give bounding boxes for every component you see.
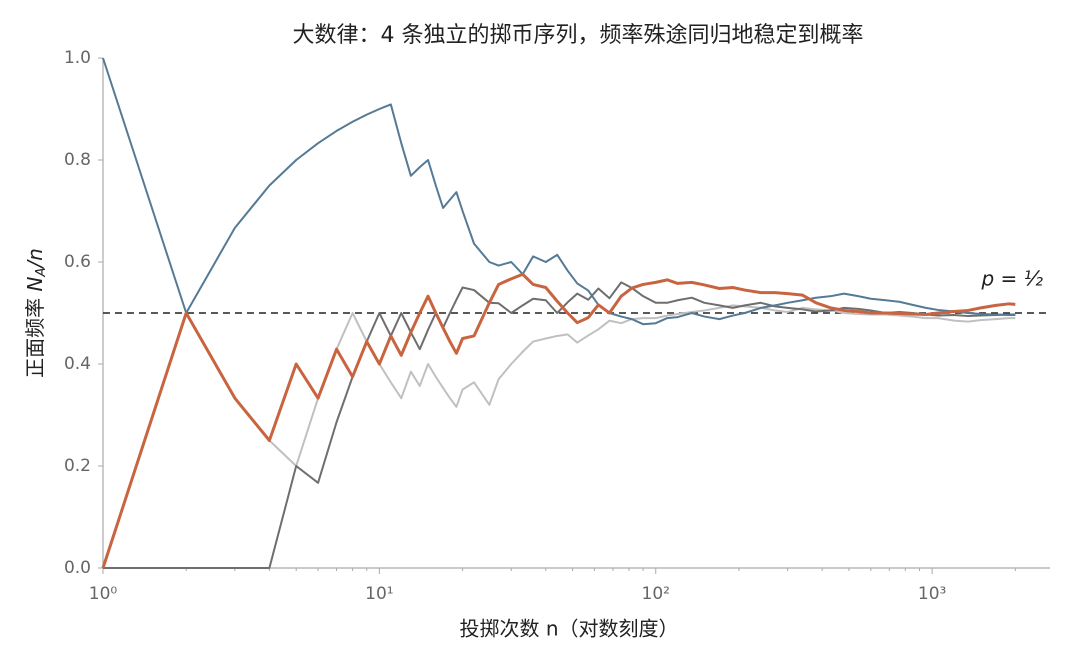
reference-label: p = ½ bbox=[980, 267, 1043, 291]
y-tick-label: 1.0 bbox=[64, 48, 91, 68]
chart-title: 大数律：4 条独立的掷币序列，频率殊途同归地稳定到概率 bbox=[293, 23, 864, 48]
y-tick-label: 0.8 bbox=[64, 150, 91, 170]
x-tick-label: 10¹ bbox=[365, 584, 393, 604]
y-label-sub: A bbox=[34, 268, 49, 278]
series-line bbox=[103, 281, 1016, 569]
series-line bbox=[102, 57, 1016, 326]
y-label-var: N bbox=[23, 276, 47, 291]
y-tick-label: 0.2 bbox=[64, 456, 91, 476]
series-line bbox=[101, 272, 1016, 569]
x-tick-label: 10³ bbox=[918, 584, 946, 604]
y-label-rest: /n bbox=[23, 248, 47, 269]
x-tick-label: 10⁰ bbox=[89, 584, 118, 604]
x-tick-label: 10² bbox=[642, 584, 670, 604]
y-axis-label: 正面频率 NA/n bbox=[23, 248, 49, 378]
y-label-text: 正面频率 bbox=[23, 291, 47, 377]
y-tick-label: 0.4 bbox=[64, 354, 91, 374]
y-tick-label: 0.6 bbox=[64, 252, 91, 272]
x-axis-label: 投掷次数 n（对数刻度） bbox=[459, 617, 678, 641]
y-tick-label: 0.0 bbox=[64, 558, 91, 578]
series-line bbox=[102, 304, 1016, 569]
